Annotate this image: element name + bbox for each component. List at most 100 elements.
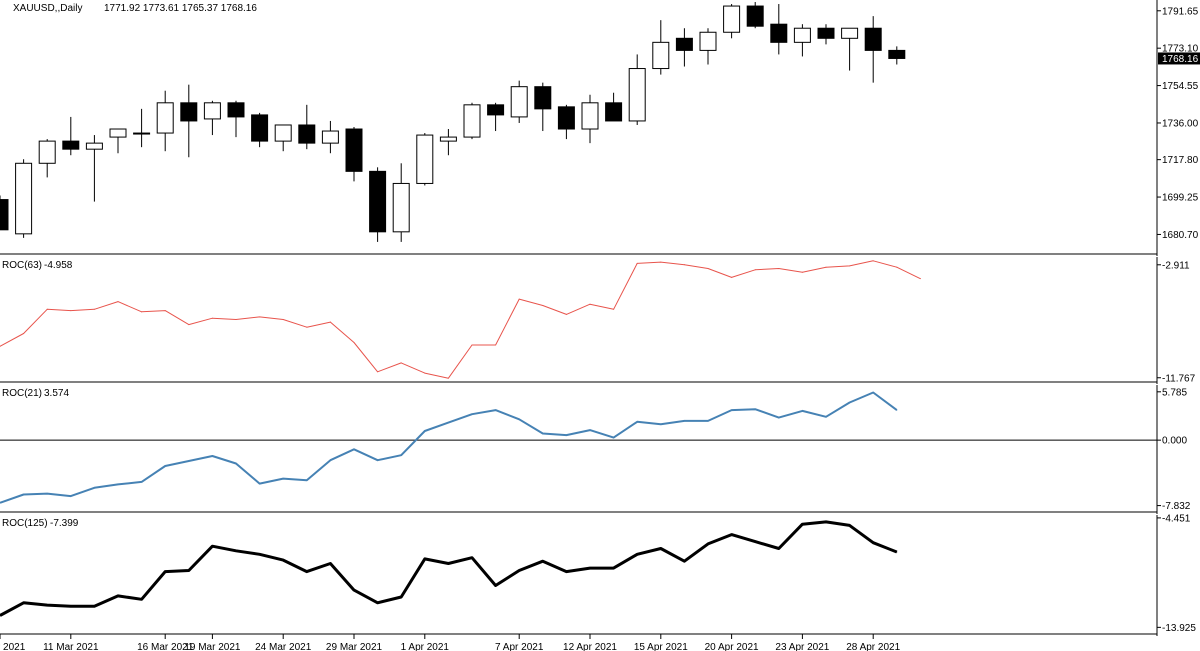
- candle: [416, 133, 434, 186]
- candle: [274, 124, 292, 152]
- candle-body-bear: [746, 5, 764, 27]
- candle-body-bear: [298, 124, 316, 144]
- candle: [0, 195, 9, 231]
- series-point-roc63: [306, 326, 308, 328]
- series-point-roc21: [778, 417, 780, 419]
- series-point-roc21: [495, 409, 497, 411]
- price-pane[interactable]: 1791.65 1773.10 1754.55 1736.00 1717.80 1699.…: [0, 0, 1200, 256]
- candle-body-bear: [557, 106, 575, 130]
- candle-body-bear: [0, 199, 9, 231]
- candle-body-bull: [628, 68, 646, 122]
- series-point-roc63: [589, 303, 591, 305]
- y-tick-label: 1680.70: [1162, 230, 1199, 241]
- series-point-roc125: [447, 563, 449, 565]
- series-point-roc125: [23, 602, 25, 604]
- candle-body-bull: [156, 102, 174, 134]
- candle: [321, 120, 339, 154]
- candle: [85, 135, 103, 202]
- candle-body-bear: [888, 49, 906, 59]
- candle-body-bear: [345, 128, 363, 172]
- series-point-roc21: [235, 463, 237, 465]
- candle: [180, 84, 198, 158]
- x-tick-label: 29 Mar 2021: [326, 642, 383, 651]
- series-point-roc125: [377, 602, 379, 604]
- x-tick-label: 12 Apr 2021: [563, 642, 617, 651]
- series-point-roc125: [211, 545, 213, 547]
- series-point-roc21: [259, 483, 261, 485]
- x-tick-label: 11 Mar 2021: [43, 642, 99, 651]
- series-point-roc63: [896, 266, 898, 268]
- series-point-roc125: [495, 584, 497, 586]
- series-point-roc63: [636, 262, 638, 264]
- series-point-roc125: [46, 604, 48, 606]
- series-point-roc63: [613, 308, 615, 310]
- candle: [770, 4, 788, 55]
- series-point-roc63: [518, 298, 520, 300]
- series-point-roc125: [424, 558, 426, 560]
- series-point-roc63: [70, 310, 72, 312]
- roc125-pane[interactable]: -4.451 -13.925 ROC(125) -7.399: [0, 513, 1196, 636]
- series-point-roc125: [896, 551, 898, 553]
- candle: [392, 163, 410, 242]
- candle: [38, 139, 56, 178]
- candle: [203, 100, 221, 136]
- series-point-roc21: [306, 479, 308, 481]
- series-point-roc21: [801, 410, 803, 412]
- series-point-roc63: [23, 333, 25, 335]
- candle: [605, 92, 623, 122]
- series-point-roc21: [282, 478, 284, 480]
- series-point-roc63: [259, 316, 261, 318]
- series-point-roc21: [896, 409, 898, 411]
- candle-body-bull: [652, 41, 670, 70]
- candle: [227, 100, 245, 138]
- series-point-roc63: [542, 304, 544, 306]
- candle: [369, 167, 387, 242]
- series-point-roc21: [400, 454, 402, 456]
- candle-body-bull: [581, 102, 599, 130]
- candle-body-bull: [463, 104, 481, 138]
- series-point-roc63: [424, 372, 426, 374]
- candle-body-bull: [274, 124, 292, 142]
- series-point-roc63: [353, 341, 355, 343]
- candle: [62, 116, 80, 156]
- series-point-roc125: [93, 605, 95, 607]
- series-point-roc21: [377, 459, 379, 461]
- candle: [817, 24, 835, 45]
- candle: [156, 90, 174, 152]
- series-point-roc125: [683, 560, 685, 562]
- series-point-roc125: [801, 523, 803, 525]
- series-point-roc125: [164, 571, 166, 573]
- candle: [15, 159, 33, 238]
- series-point-roc21: [141, 481, 143, 483]
- y-tick-label: -7.832: [1162, 501, 1191, 512]
- series-line-roc21: [0, 391, 898, 504]
- candle-body-bull: [38, 140, 56, 164]
- series-point-roc63: [849, 265, 851, 267]
- series-point-roc125: [70, 605, 72, 607]
- series-point-roc125: [660, 548, 662, 550]
- series-point-roc21: [164, 465, 166, 467]
- series-point-roc125: [872, 542, 874, 544]
- series-point-roc125: [825, 521, 827, 523]
- y-tick-label: -2.911: [1162, 260, 1190, 271]
- candle-body-bear: [605, 102, 623, 122]
- series-point-roc63: [683, 264, 685, 266]
- ohlc-header: 1771.92 1773.61 1765.37 1768.16: [104, 3, 257, 14]
- series-point-roc63: [164, 310, 166, 312]
- series-point-roc21: [447, 422, 449, 424]
- series-point-roc125: [306, 571, 308, 573]
- candle-body-bull: [510, 86, 528, 118]
- series-point-roc63: [235, 319, 237, 320]
- candle-body-bull: [392, 182, 410, 233]
- series-point-roc125: [707, 543, 709, 545]
- roc21-pane[interactable]: 5.785 0.000 -7.832 ROC(21) 3.574: [0, 385, 1191, 514]
- indicator-name: ROC(63): [2, 260, 42, 271]
- y-tick-label: 1791.65: [1162, 6, 1199, 17]
- x-tick-label: 15 Apr 2021: [634, 642, 688, 651]
- candle: [487, 102, 505, 132]
- series-point-roc21: [518, 418, 520, 420]
- roc63-pane[interactable]: -2.911 -11.767 ROC(63) -4.958: [0, 257, 1196, 384]
- y-tick-label: -4.451: [1162, 513, 1191, 524]
- series-point-roc21: [731, 409, 733, 411]
